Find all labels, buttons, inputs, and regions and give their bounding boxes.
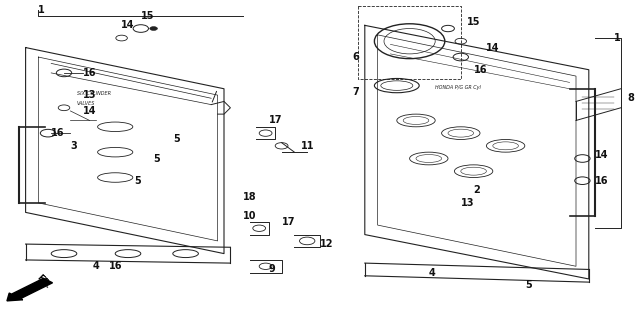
Text: 8: 8 bbox=[627, 93, 634, 103]
Text: 1: 1 bbox=[614, 33, 621, 43]
Text: 16: 16 bbox=[109, 261, 122, 271]
Text: 6: 6 bbox=[352, 52, 359, 62]
Text: HONDA P/G GR Cyl: HONDA P/G GR Cyl bbox=[435, 85, 481, 90]
Text: VALVES: VALVES bbox=[77, 100, 95, 106]
Text: 3: 3 bbox=[70, 141, 77, 151]
Text: 17: 17 bbox=[282, 217, 295, 227]
Text: 14: 14 bbox=[121, 20, 135, 30]
Text: 7: 7 bbox=[352, 87, 359, 97]
Circle shape bbox=[150, 27, 157, 30]
Text: 14: 14 bbox=[83, 106, 97, 116]
Text: 14: 14 bbox=[486, 42, 500, 53]
Text: 4: 4 bbox=[93, 261, 99, 271]
Text: 4: 4 bbox=[429, 268, 436, 278]
Text: 13: 13 bbox=[461, 198, 474, 208]
Text: 18: 18 bbox=[243, 191, 257, 202]
Text: 10: 10 bbox=[243, 210, 257, 221]
Text: 11: 11 bbox=[301, 141, 314, 151]
FancyArrow shape bbox=[7, 278, 52, 301]
Text: 16: 16 bbox=[474, 65, 487, 75]
Text: 5: 5 bbox=[525, 280, 532, 290]
Text: 17: 17 bbox=[269, 115, 282, 126]
Text: 12: 12 bbox=[320, 239, 333, 249]
Text: 5: 5 bbox=[173, 134, 180, 145]
Text: FR.: FR. bbox=[35, 273, 52, 290]
Text: 5: 5 bbox=[154, 153, 161, 164]
Text: 16: 16 bbox=[83, 68, 97, 78]
Text: 5: 5 bbox=[134, 176, 141, 186]
Text: SIX CYLINDER: SIX CYLINDER bbox=[77, 91, 111, 96]
Text: 16: 16 bbox=[595, 176, 609, 186]
Text: 14: 14 bbox=[595, 150, 609, 160]
Text: 16: 16 bbox=[51, 128, 65, 138]
Text: 15: 15 bbox=[467, 17, 481, 27]
Text: 15: 15 bbox=[140, 11, 154, 21]
Text: 1: 1 bbox=[38, 4, 45, 15]
Text: 9: 9 bbox=[269, 264, 276, 275]
Text: 13: 13 bbox=[83, 90, 97, 100]
Text: 2: 2 bbox=[474, 185, 481, 195]
